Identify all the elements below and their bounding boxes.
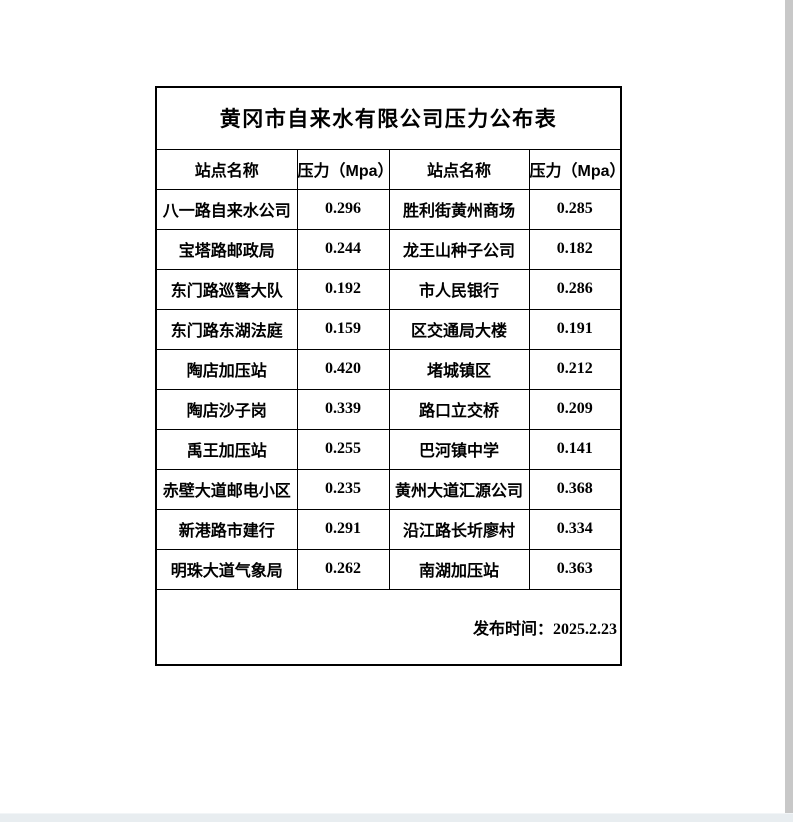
publish-date: 发布时间：2025.2.23	[155, 588, 622, 666]
station-name-cell: 东门路东湖法庭	[155, 308, 298, 350]
pressure-value-cell: 0.285	[528, 188, 622, 230]
pressure-value-cell: 0.363	[528, 548, 622, 590]
station-name-cell: 赤壁大道邮电小区	[155, 468, 298, 510]
table-row: 陶店沙子岗 0.339 路口立交桥 0.209	[155, 388, 622, 430]
column-header-pressure-left: 压力（Mpa）	[296, 148, 390, 190]
station-name-cell: 新港路市建行	[155, 508, 298, 550]
pressure-value-cell: 0.182	[528, 228, 622, 270]
station-name-cell: 龙王山种子公司	[388, 228, 530, 270]
pressure-value-cell: 0.255	[296, 428, 390, 470]
pressure-value-cell: 0.141	[528, 428, 622, 470]
station-name-cell: 陶店沙子岗	[155, 388, 298, 430]
station-name-cell: 路口立交桥	[388, 388, 530, 430]
column-header-pressure-right: 压力（Mpa）	[528, 148, 622, 190]
table-title: 黄冈市自来水有限公司压力公布表	[155, 86, 622, 150]
station-name-cell: 巴河镇中学	[388, 428, 530, 470]
station-name-cell: 区交通局大楼	[388, 308, 530, 350]
station-name-cell: 东门路巡警大队	[155, 268, 298, 310]
pressure-value-cell: 0.286	[528, 268, 622, 310]
table-row: 赤壁大道邮电小区 0.235 黄州大道汇源公司 0.368	[155, 468, 622, 510]
station-name-cell: 黄州大道汇源公司	[388, 468, 530, 510]
column-header-station-right: 站点名称	[388, 148, 530, 190]
station-name-cell: 禹王加压站	[155, 428, 298, 470]
station-name-cell: 市人民银行	[388, 268, 530, 310]
window-right-edge	[785, 0, 793, 813]
pressure-value-cell: 0.192	[296, 268, 390, 310]
station-name-cell: 南湖加压站	[388, 548, 530, 590]
pressure-value-cell: 0.159	[296, 308, 390, 350]
column-header-station-left: 站点名称	[155, 148, 298, 190]
document-page: 黄冈市自来水有限公司压力公布表 站点名称 压力（Mpa） 站点名称 压力（Mpa…	[155, 86, 622, 666]
table-body: 八一路自来水公司 0.296 胜利街黄州商场 0.285 宝塔路邮政局 0.244 龙王山种…	[155, 188, 622, 590]
pressure-value-cell: 0.262	[296, 548, 390, 590]
pressure-value-cell: 0.296	[296, 188, 390, 230]
station-name-cell: 陶店加压站	[155, 348, 298, 390]
pressure-table: 黄冈市自来水有限公司压力公布表 站点名称 压力（Mpa） 站点名称 压力（Mpa…	[155, 86, 622, 666]
horizontal-scrollbar-track[interactable]	[0, 813, 793, 822]
pressure-value-cell: 0.244	[296, 228, 390, 270]
table-row: 八一路自来水公司 0.296 胜利街黄州商场 0.285	[155, 188, 622, 230]
pressure-value-cell: 0.191	[528, 308, 622, 350]
table-row: 东门路东湖法庭 0.159 区交通局大楼 0.191	[155, 308, 622, 350]
pressure-value-cell: 0.212	[528, 348, 622, 390]
table-header-row: 站点名称 压力（Mpa） 站点名称 压力（Mpa）	[155, 148, 622, 190]
station-name-cell: 胜利街黄州商场	[388, 188, 530, 230]
pressure-value-cell: 0.339	[296, 388, 390, 430]
pressure-value-cell: 0.235	[296, 468, 390, 510]
table-row: 陶店加压站 0.420 堵城镇区 0.212	[155, 348, 622, 390]
table-title-row: 黄冈市自来水有限公司压力公布表	[155, 86, 622, 150]
table-row: 明珠大道气象局 0.262 南湖加压站 0.363	[155, 548, 622, 590]
pressure-value-cell: 0.209	[528, 388, 622, 430]
station-name-cell: 八一路自来水公司	[155, 188, 298, 230]
table-row: 禹王加压站 0.255 巴河镇中学 0.141	[155, 428, 622, 470]
table-row: 新港路市建行 0.291 沿江路长圻廖村 0.334	[155, 508, 622, 550]
pressure-value-cell: 0.334	[528, 508, 622, 550]
pressure-value-cell: 0.291	[296, 508, 390, 550]
pressure-value-cell: 0.420	[296, 348, 390, 390]
station-name-cell: 沿江路长圻廖村	[388, 508, 530, 550]
table-row: 东门路巡警大队 0.192 市人民银行 0.286	[155, 268, 622, 310]
station-name-cell: 明珠大道气象局	[155, 548, 298, 590]
station-name-cell: 宝塔路邮政局	[155, 228, 298, 270]
station-name-cell: 堵城镇区	[388, 348, 530, 390]
pressure-value-cell: 0.368	[528, 468, 622, 510]
table-footer-row: 发布时间：2025.2.23	[155, 588, 622, 666]
table-row: 宝塔路邮政局 0.244 龙王山种子公司 0.182	[155, 228, 622, 270]
